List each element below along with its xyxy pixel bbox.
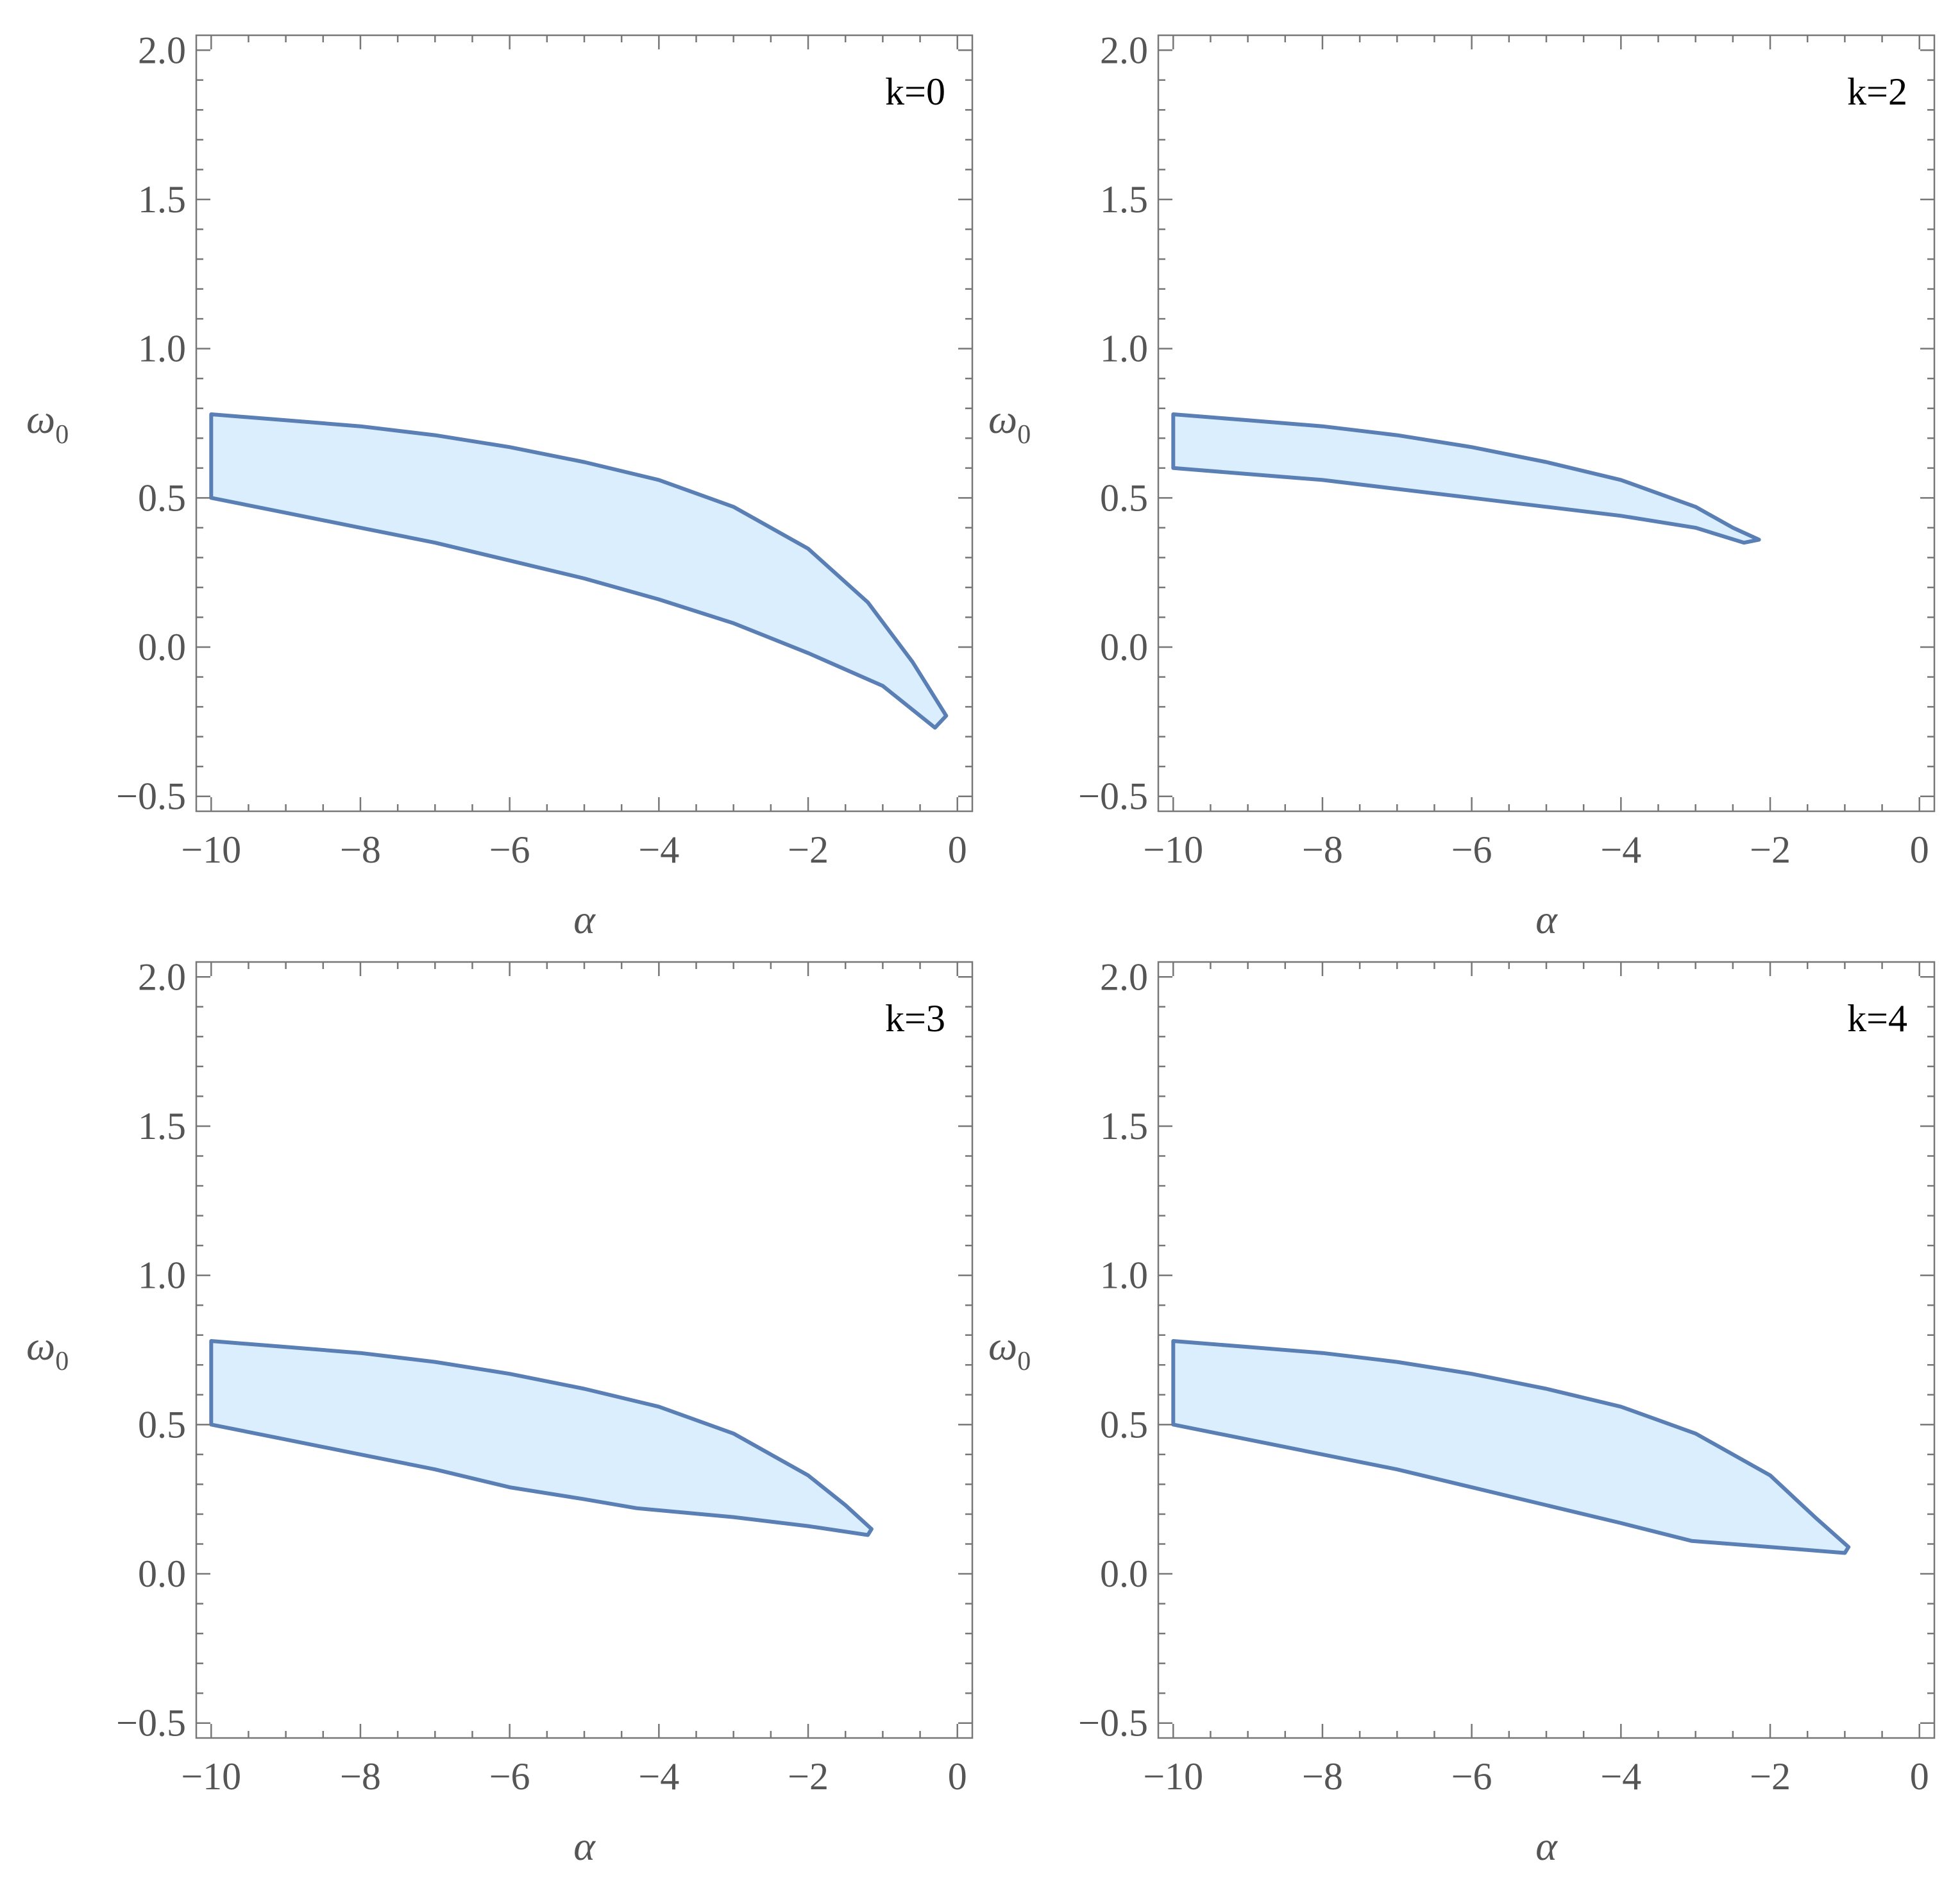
y-axis-label: ω0 (26, 1323, 69, 1376)
panel-label: k=0 (885, 71, 945, 113)
x-tick-label: −8 (1302, 829, 1343, 871)
panel-k2: −10 −8 −6 −4 −2 0 −0.5 0.0 0.5 1.0 1.5 2.0 α ω0 k=2 (988, 29, 1936, 942)
x-tick-label: −10 (181, 1755, 241, 1798)
x-tick-label: 0 (948, 829, 967, 871)
panel-k0: −10 −8 −6 −4 −2 0 −0.5 0.0 0.5 1.0 1.5 2.0 α ω0 k=0 (26, 29, 974, 942)
y-tick-label: 1.5 (138, 178, 186, 221)
y-tick-label: 0.0 (1100, 1553, 1148, 1595)
x-tick-label: −6 (489, 829, 530, 871)
y-axis-label-subscript: 0 (55, 420, 69, 450)
y-tick-label: −0.5 (116, 775, 186, 818)
y-axis-label-subscript: 0 (1017, 420, 1031, 450)
y-tick-label: 0.5 (1100, 477, 1148, 519)
y-tick-label: 0.0 (138, 626, 186, 668)
y-tick-label: 2.0 (1100, 956, 1148, 998)
panel-k4: −10 −8 −6 −4 −2 0 −0.5 0.0 0.5 1.0 1.5 2.0 α ω0 k=4 (988, 956, 1936, 1869)
x-tick-label: −4 (638, 1755, 679, 1798)
x-axis-label: α (573, 1823, 596, 1869)
y-tick-label: 2.0 (138, 29, 186, 71)
x-tick-label: −6 (1451, 829, 1492, 871)
y-tick-label: 2.0 (1100, 29, 1148, 71)
x-tick-label: −6 (1451, 1755, 1492, 1798)
x-tick-label: −10 (1143, 1755, 1203, 1798)
x-tick-label: −2 (1750, 829, 1791, 871)
y-axis-label: ω0 (26, 396, 69, 450)
x-tick-label: −8 (340, 829, 381, 871)
y-tick-label: 0.0 (1100, 626, 1148, 668)
x-tick-label: 0 (1910, 1755, 1929, 1798)
y-tick-label: 1.0 (138, 1254, 186, 1297)
y-tick-label: 1.0 (138, 328, 186, 370)
y-tick-label: −0.5 (1078, 1702, 1148, 1744)
x-tick-label: 0 (948, 1755, 967, 1798)
y-axis-label-subscript: 0 (55, 1347, 69, 1376)
y-tick-label: 0.5 (138, 477, 186, 519)
y-tick-label: 1.5 (1100, 1105, 1148, 1147)
y-axis-label: ω0 (988, 396, 1031, 450)
x-tick-label: −4 (1600, 829, 1641, 871)
y-tick-label: 1.0 (1100, 328, 1148, 370)
x-tick-label: 0 (1910, 829, 1929, 871)
panel-label: k=4 (1847, 997, 1907, 1040)
x-tick-label: −8 (340, 1755, 381, 1798)
feasible-region (209, 1339, 874, 1537)
x-tick-label: −6 (489, 1755, 530, 1798)
x-tick-label: −2 (788, 829, 829, 871)
x-tick-label: −4 (638, 829, 679, 871)
x-axis-label: α (1535, 1823, 1558, 1869)
x-tick-label: −10 (1143, 829, 1203, 871)
x-tick-label: −8 (1302, 1755, 1343, 1798)
x-tick-label: −10 (181, 829, 241, 871)
feasible-region (1171, 412, 1761, 545)
y-tick-label: 0.5 (1100, 1403, 1148, 1446)
y-tick-label: 0.0 (138, 1553, 186, 1595)
x-tick-label: −4 (1600, 1755, 1641, 1798)
x-axis-label: α (573, 897, 596, 942)
y-axis-label: ω0 (988, 1323, 1031, 1376)
feasible-region (1171, 1339, 1851, 1555)
y-tick-label: 2.0 (138, 956, 186, 998)
y-tick-label: 1.5 (138, 1105, 186, 1147)
x-tick-label: −2 (1750, 1755, 1791, 1798)
panel-label: k=3 (885, 997, 945, 1040)
y-tick-label: 1.0 (1100, 1254, 1148, 1297)
y-tick-label: 1.5 (1100, 178, 1148, 221)
panel-k3: −10 −8 −6 −4 −2 0 −0.5 0.0 0.5 1.0 1.5 2.0 α ω0 k=3 (26, 956, 974, 1869)
x-tick-label: −2 (788, 1755, 829, 1798)
panel-label: k=2 (1847, 71, 1907, 113)
y-tick-label: −0.5 (116, 1702, 186, 1744)
y-tick-label: −0.5 (1078, 775, 1148, 818)
feasible-region (209, 412, 949, 730)
y-tick-label: 0.5 (138, 1403, 186, 1446)
y-axis-label-subscript: 0 (1017, 1347, 1031, 1376)
x-axis-label: α (1535, 897, 1558, 942)
